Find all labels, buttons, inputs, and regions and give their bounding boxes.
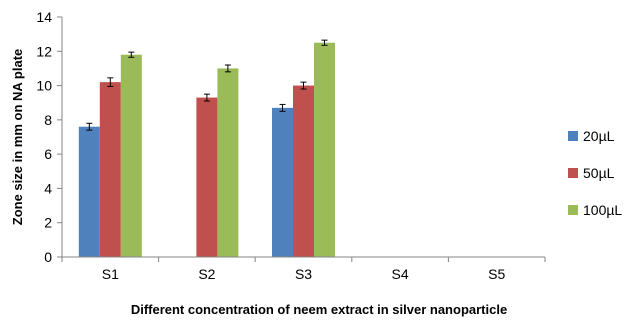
error-bars: [86, 39, 328, 131]
y-tick-label: 0: [44, 249, 52, 265]
bar: [120, 54, 142, 257]
x-tick-label: S2: [198, 266, 215, 282]
bar: [293, 85, 314, 257]
x-tick-label: S3: [295, 266, 312, 282]
legend: 20µL 50µL 100µL: [568, 128, 622, 218]
legend-swatch: [568, 205, 578, 215]
x-tick-label: S4: [392, 266, 409, 282]
x-tick-label: S1: [102, 266, 119, 282]
legend-label: 20µL: [583, 128, 615, 144]
y-axis-title: Zone size in mm on NA plate: [10, 49, 25, 225]
bars: [78, 42, 335, 258]
bar: [272, 107, 293, 257]
y-tick-label: 14: [36, 9, 52, 25]
y-tick-label: 2: [44, 215, 52, 231]
legend-swatch: [568, 131, 578, 141]
y-tick-label: 4: [44, 180, 52, 196]
y-tick-label: 12: [36, 43, 52, 59]
legend-label: 50µL: [583, 165, 615, 181]
y-axis-ticks: 0 2 4 6 8 10 12 14: [36, 9, 62, 265]
bar: [217, 68, 239, 257]
legend-label: 100µL: [583, 202, 622, 218]
bar: [78, 126, 100, 257]
y-tick-label: 8: [44, 112, 52, 128]
bar: [314, 42, 335, 257]
bar: [196, 97, 218, 257]
x-axis-ticks: S1 S2 S3 S4 S5: [61, 257, 546, 282]
x-axis-title: Different concentration of neem extract …: [131, 302, 507, 317]
y-tick-label: 10: [36, 78, 52, 94]
bar: [99, 82, 121, 258]
y-tick-label: 6: [44, 146, 52, 162]
x-tick-label: S5: [488, 266, 505, 282]
legend-swatch: [568, 168, 578, 178]
